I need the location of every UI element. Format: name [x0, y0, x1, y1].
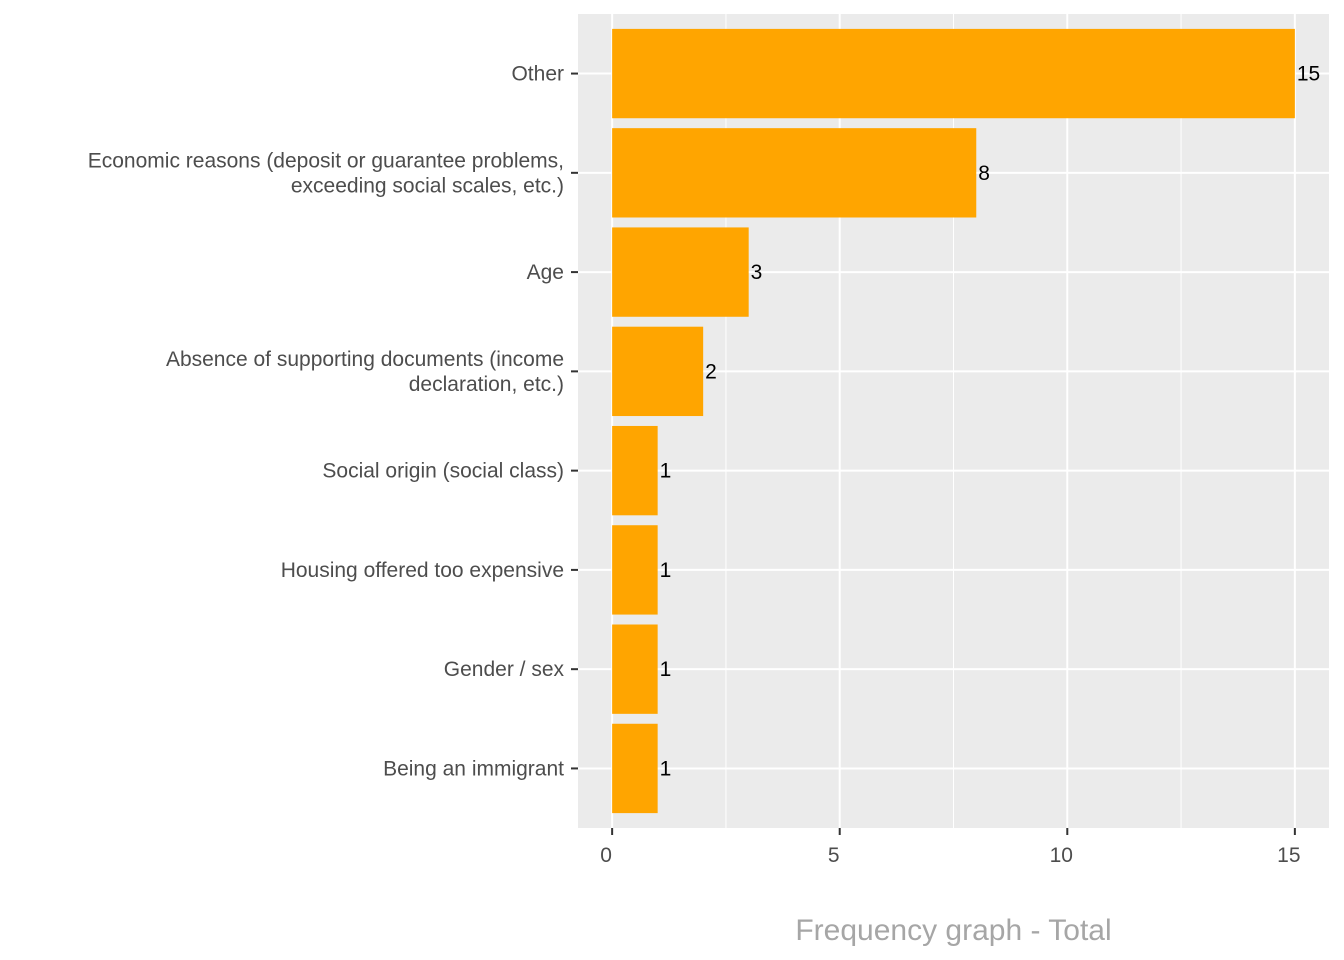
data-label: 1 — [660, 559, 672, 582]
data-labels: 15 8 3 2 1 1 1 1 — [660, 63, 1321, 781]
y-tick-label: Economic reasons (deposit or guarantee p… — [88, 149, 564, 197]
x-tick-label: 15 — [1277, 844, 1300, 867]
y-axis: Other Economic reasons (deposit or guaran… — [88, 63, 578, 780]
bar — [612, 425, 658, 516]
y-tick-label-line: Gender / sex — [444, 658, 565, 681]
bar — [612, 723, 658, 814]
data-label: 1 — [660, 460, 672, 483]
y-tick-label-line: declaration, etc.) — [409, 373, 564, 396]
bars — [612, 28, 1295, 814]
data-label: 15 — [1297, 63, 1320, 86]
y-tick-label: Housing offered too expensive — [281, 559, 564, 582]
y-tick-label-line: Age — [527, 261, 564, 284]
bar — [612, 128, 977, 218]
data-label: 1 — [660, 658, 672, 681]
y-tick-label-line: Absence of supporting documents (income — [166, 348, 564, 371]
y-tick-label: Other — [511, 63, 564, 86]
x-tick-label: 0 — [600, 844, 612, 867]
y-tick-label-line: Social origin (social class) — [322, 460, 564, 483]
y-tick-label: Absence of supporting documents (income d… — [166, 348, 564, 396]
x-axis: 0 5 10 15 — [600, 828, 1301, 867]
data-label: 2 — [705, 360, 717, 383]
bar — [612, 326, 704, 417]
x-tick-label: 5 — [828, 844, 840, 867]
data-label: 1 — [660, 757, 672, 780]
bar — [612, 525, 658, 615]
y-tick-label: Gender / sex — [444, 658, 565, 681]
bar — [612, 624, 658, 714]
bar — [612, 28, 1295, 119]
y-tick-label: Being an immigrant — [383, 757, 564, 780]
y-tick-label-line: Being an immigrant — [383, 757, 564, 780]
y-tick-label-line: exceeding social scales, etc.) — [291, 174, 564, 197]
y-tick-label-line: Other — [511, 63, 564, 86]
data-label: 3 — [751, 261, 763, 284]
y-tick-label-line: Housing offered too expensive — [281, 559, 564, 582]
y-tick-label-line: Economic reasons (deposit or guarantee p… — [88, 149, 564, 172]
data-label: 8 — [978, 162, 990, 185]
chart-title: Frequency graph - Total — [795, 914, 1111, 947]
y-tick-label: Social origin (social class) — [322, 460, 564, 483]
y-tick-label: Age — [527, 261, 564, 284]
x-tick-label: 10 — [1050, 844, 1073, 867]
bar — [612, 227, 749, 317]
